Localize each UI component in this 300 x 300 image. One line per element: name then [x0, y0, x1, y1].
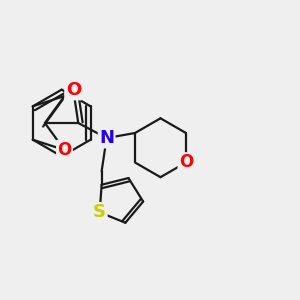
Text: O: O — [66, 81, 81, 99]
Text: O: O — [57, 141, 72, 159]
Text: S: S — [93, 203, 106, 221]
Text: O: O — [179, 154, 193, 172]
Text: N: N — [99, 129, 114, 147]
